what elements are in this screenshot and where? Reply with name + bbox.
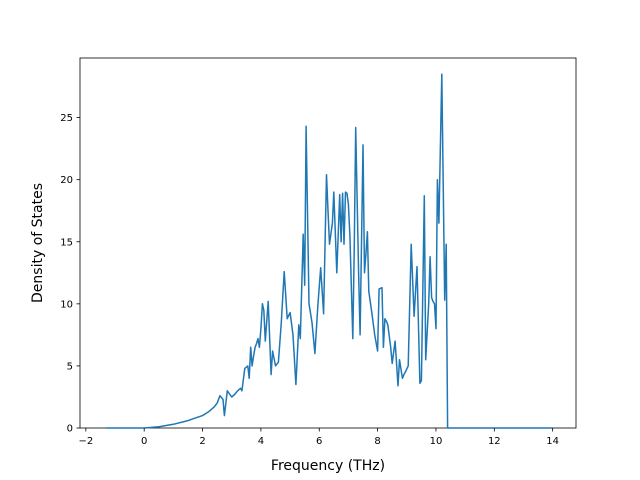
axes-frame: [79, 57, 577, 429]
x-tick-label: 2: [199, 436, 205, 447]
x-tick-label: 10: [430, 436, 443, 447]
x-tick-label: −2: [78, 436, 93, 447]
x-tick-label: 14: [546, 436, 559, 447]
series-line-dos: [106, 73, 553, 429]
y-tick-label: 0: [67, 424, 73, 435]
y-axis-ticks: 0 5 10 15 20 25: [60, 113, 80, 435]
x-axis-ticks: −2 0 2 4 6 8 10 12 14: [78, 428, 559, 447]
y-tick-label: 25: [60, 113, 73, 124]
y-axis-label: Density of States: [30, 183, 46, 303]
x-tick-label: 4: [258, 436, 264, 447]
x-tick-label: 12: [488, 436, 501, 447]
x-tick-label: 8: [374, 436, 380, 447]
y-tick-label: 10: [60, 299, 73, 310]
x-tick-label: 0: [141, 436, 147, 447]
y-tick-label: 20: [60, 175, 73, 186]
y-tick-label: 5: [67, 361, 73, 372]
x-axis-label: Frequency (THz): [271, 458, 385, 474]
y-tick-label: 15: [60, 237, 73, 248]
x-tick-label: 6: [316, 436, 322, 447]
plot-area: [79, 57, 577, 429]
